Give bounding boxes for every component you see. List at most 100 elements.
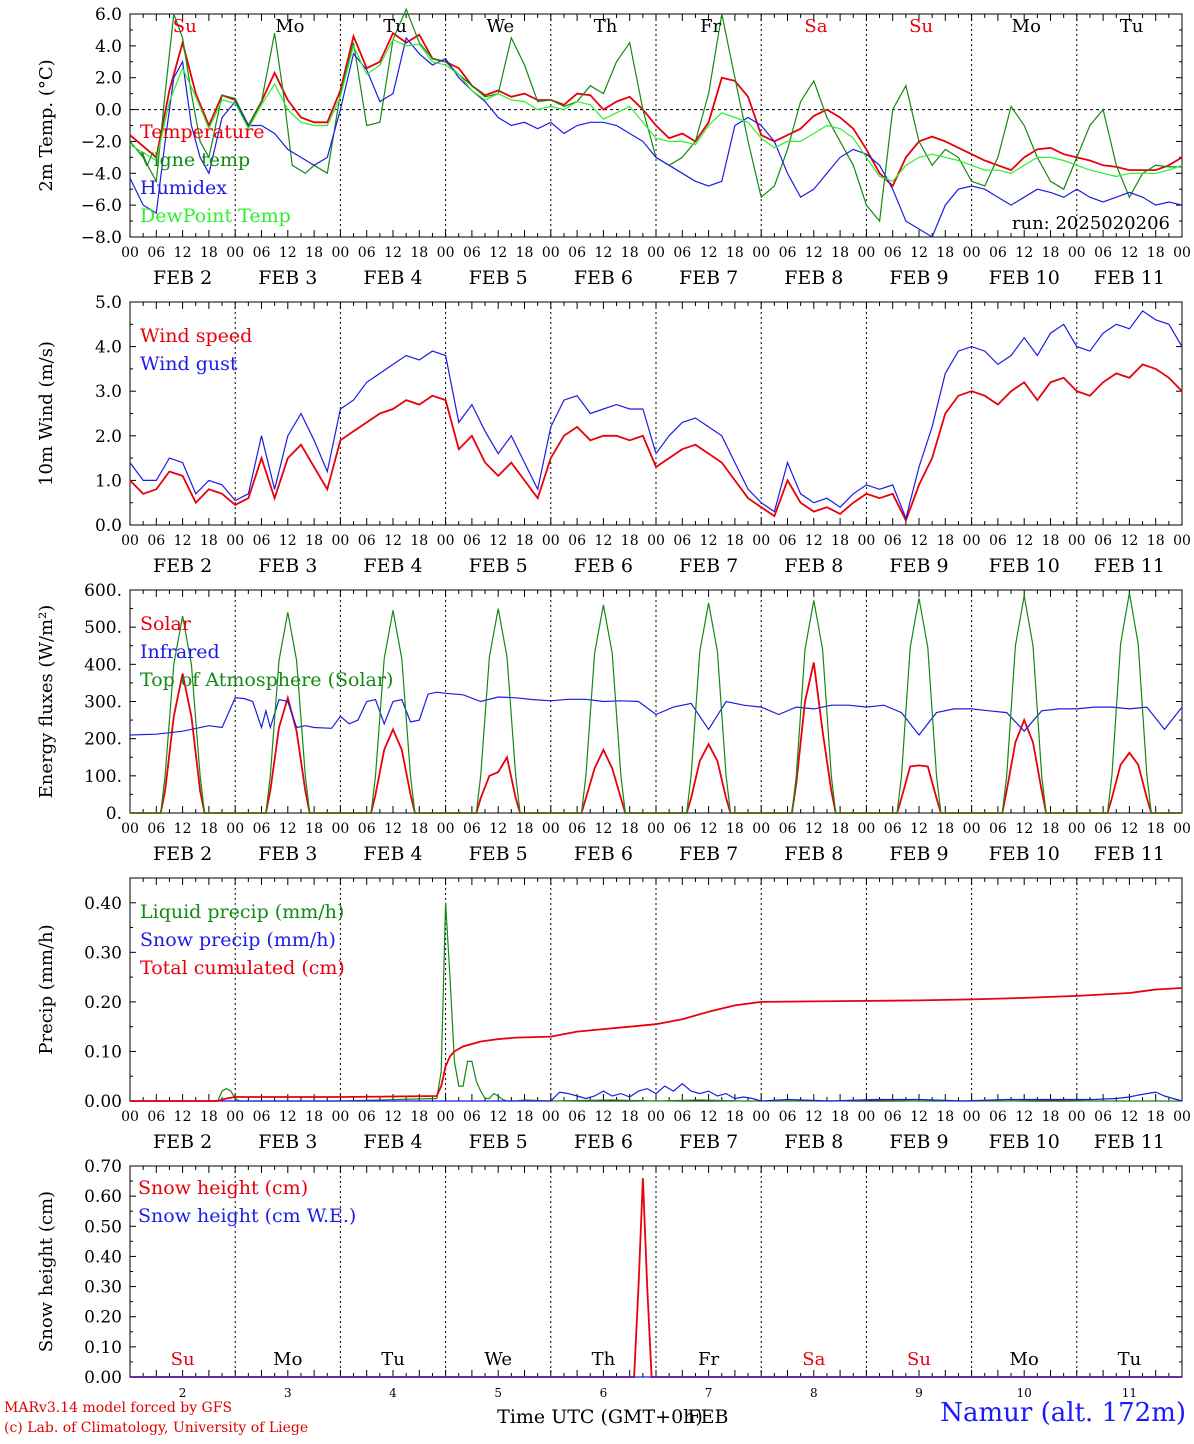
x-tick-label: 00 (437, 821, 455, 837)
x-tick-label: 18 (200, 533, 218, 549)
x-tick-label: 00 (857, 245, 875, 261)
x-tick-label: 06 (147, 245, 165, 261)
x-tick-label: 06 (779, 533, 797, 549)
x-tick-label: 12 (1120, 533, 1138, 549)
x-tick-label: 00 (1173, 533, 1191, 549)
y-tick-label: 0.10 (84, 1042, 122, 1062)
weekday-label: We (484, 1349, 512, 1370)
series-line (129, 36, 1183, 238)
date-label: FEB 4 (363, 843, 422, 865)
weekday-label: Mo (275, 16, 304, 37)
day-number: 10 (1017, 1386, 1032, 1400)
x-tick-label: 18 (936, 533, 954, 549)
y-tick-label: −6.0 (81, 196, 122, 216)
x-tick-label: 12 (1120, 245, 1138, 261)
weekday-label: Fr (700, 16, 721, 37)
x-tick-label: 00 (963, 1109, 981, 1125)
x-tick-label: 12 (910, 533, 928, 549)
x-tick-label: 00 (542, 1109, 560, 1125)
x-tick-label: 00 (437, 533, 455, 549)
date-label: FEB 8 (784, 1131, 843, 1153)
weekday-label: Th (594, 16, 618, 37)
x-tick-label: 18 (516, 245, 534, 261)
x-tick-label: 06 (253, 821, 271, 837)
x-tick-label: 06 (1094, 245, 1112, 261)
x-tick-label: 00 (121, 533, 139, 549)
x-tick-label: 12 (805, 533, 823, 549)
x-tick-label: 00 (542, 245, 560, 261)
x-tick-label: 18 (831, 821, 849, 837)
x-tick-label: 12 (910, 245, 928, 261)
y-tick-label: −2.0 (81, 132, 122, 152)
station-name: Namur (alt. 172m) (940, 1398, 1186, 1428)
series-line (129, 363, 1183, 523)
series-line (130, 592, 1182, 814)
x-tick-label: 00 (963, 533, 981, 549)
weekday-label: Mo (1010, 1349, 1039, 1370)
weekday-label: Su (173, 16, 197, 37)
x-tick-label: 06 (463, 1109, 481, 1125)
series-line (130, 1082, 1183, 1102)
date-label: FEB 5 (469, 267, 528, 289)
x-tick-label: 18 (1042, 533, 1060, 549)
x-tick-label: 06 (1094, 1109, 1112, 1125)
x-tick-label: 06 (1094, 821, 1112, 837)
x-tick-label: 00 (963, 245, 981, 261)
weekday-label: Su (171, 1349, 195, 1370)
y-tick-label: 2.0 (95, 427, 122, 447)
x-tick-label: 06 (463, 245, 481, 261)
x-tick-label: 12 (700, 1109, 718, 1125)
x-tick-label: 18 (831, 533, 849, 549)
x-tick-label: 18 (621, 533, 639, 549)
day-number: 4 (389, 1386, 397, 1400)
y-tick-label: 0.10 (84, 1338, 122, 1358)
run-label: run: 2025020206 (1012, 213, 1170, 234)
x-tick-label: 12 (384, 533, 402, 549)
legend-entry: Vigne temp (139, 149, 250, 171)
x-tick-label: 06 (358, 1109, 376, 1125)
y-axis-title: Energy fluxes (W/m²) (36, 605, 57, 799)
x-tick-label: 18 (936, 821, 954, 837)
y-axis-title: 10m Wind (m/s) (36, 341, 57, 486)
x-tick-label: 12 (1015, 245, 1033, 261)
x-tick-label: 00 (121, 821, 139, 837)
x-tick-label: 12 (489, 245, 507, 261)
x-tick-label: 06 (884, 821, 902, 837)
date-label: FEB 10 (989, 555, 1060, 577)
x-tick-label: 12 (910, 1109, 928, 1125)
x-tick-label: 12 (279, 821, 297, 837)
y-tick-label: 400. (84, 655, 122, 675)
x-tick-label: 18 (1147, 1109, 1165, 1125)
weekday-label: Mo (1012, 16, 1041, 37)
date-label: FEB 2 (153, 1131, 212, 1153)
x-tick-label: 12 (384, 245, 402, 261)
day-number: 8 (810, 1386, 818, 1400)
date-label: FEB 10 (989, 1131, 1060, 1153)
x-tick-label: 18 (1042, 1109, 1060, 1125)
x-tick-label: 12 (700, 821, 718, 837)
date-label: FEB 9 (889, 555, 948, 577)
date-label: FEB 2 (153, 843, 212, 865)
day-number: 3 (284, 1386, 292, 1400)
date-label: FEB 7 (679, 267, 738, 289)
x-tick-label: 06 (1094, 533, 1112, 549)
x-tick-label: 00 (1173, 1109, 1191, 1125)
x-axis-title: Time UTC (GMT+0h) (497, 1406, 703, 1428)
x-tick-label: 00 (963, 821, 981, 837)
x-tick-label: 00 (226, 533, 244, 549)
x-tick-label: 12 (279, 245, 297, 261)
legend-entry: Total cumulated (cm) (140, 957, 345, 979)
x-tick-label: 06 (253, 245, 271, 261)
x-tick-label: 12 (700, 533, 718, 549)
y-tick-label: 6.0 (95, 5, 122, 25)
y-tick-label: 600. (84, 581, 122, 601)
x-tick-label: 18 (1147, 821, 1165, 837)
x-tick-label: 12 (1015, 821, 1033, 837)
x-tick-label: 12 (594, 245, 612, 261)
y-tick-label: −4.0 (81, 164, 122, 184)
x-tick-label: 06 (989, 821, 1007, 837)
y-tick-label: 0.0 (95, 516, 122, 536)
x-tick-label: 12 (1015, 1109, 1033, 1125)
x-tick-label: 12 (700, 245, 718, 261)
x-tick-label: 12 (174, 245, 192, 261)
